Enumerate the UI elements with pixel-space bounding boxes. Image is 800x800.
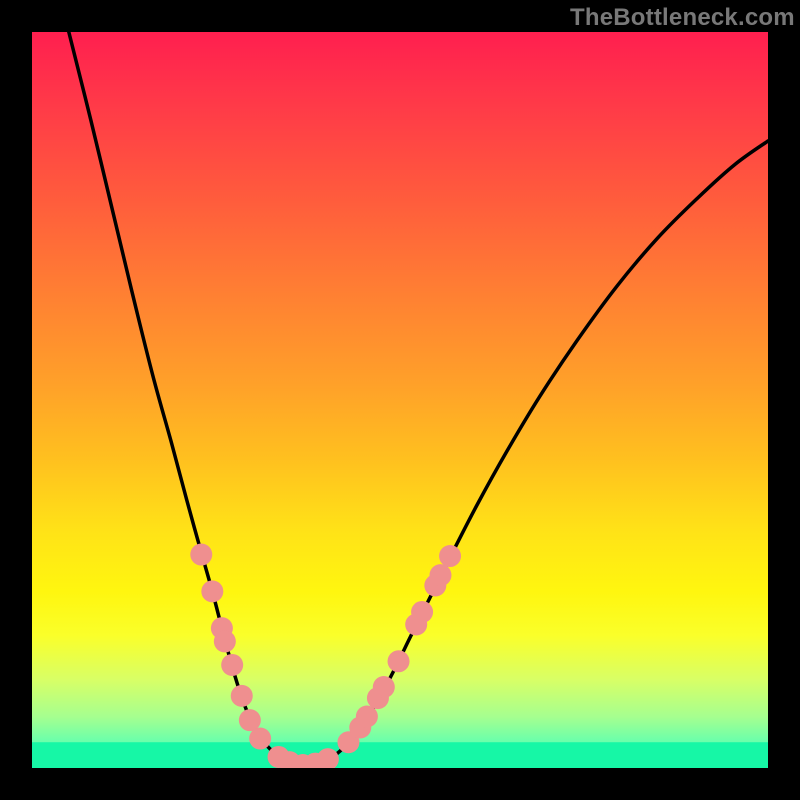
image-frame: TheBottleneck.com — [0, 0, 800, 800]
data-marker — [214, 630, 236, 652]
data-marker — [201, 580, 223, 602]
data-marker — [429, 564, 451, 586]
green-band — [32, 742, 768, 768]
plot-area — [32, 32, 768, 768]
data-marker — [249, 728, 271, 750]
data-marker — [190, 544, 212, 566]
data-marker — [231, 685, 253, 707]
data-marker — [373, 676, 395, 698]
data-marker — [356, 705, 378, 727]
plot-svg — [32, 32, 768, 768]
data-marker — [388, 650, 410, 672]
data-marker — [411, 601, 433, 623]
data-marker — [239, 709, 261, 731]
watermark-text: TheBottleneck.com — [570, 4, 795, 32]
data-marker — [221, 654, 243, 676]
data-marker — [439, 545, 461, 567]
